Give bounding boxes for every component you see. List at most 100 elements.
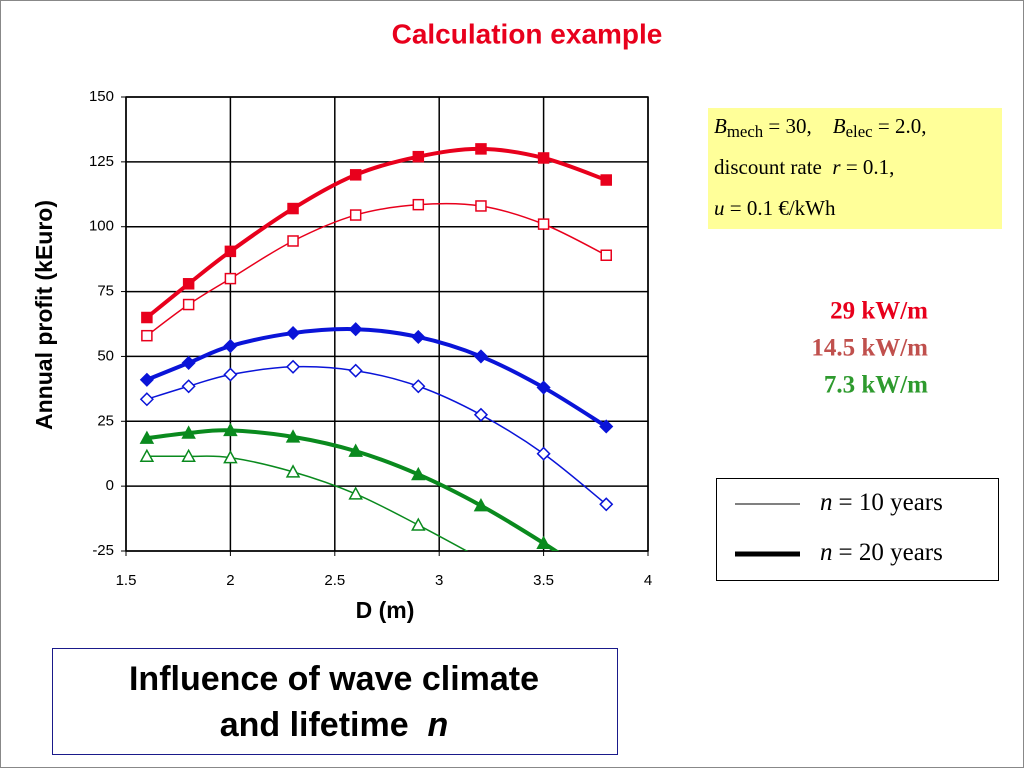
- marker: [181, 379, 196, 394]
- y-tick-label: 25: [97, 412, 114, 429]
- legend-label: n = 10 years: [820, 489, 943, 516]
- marker: [412, 198, 425, 211]
- marker: [285, 464, 301, 478]
- text-part: mech: [727, 122, 764, 141]
- marker: [411, 466, 426, 481]
- marker: [473, 498, 489, 512]
- legend-label: n = 20 years: [820, 539, 943, 566]
- y-tick-label: 100: [89, 218, 114, 235]
- y-tick-label: -25: [92, 542, 114, 559]
- plot-area: [139, 143, 614, 551]
- lifetime-legend-box: [716, 478, 999, 581]
- marker: [181, 355, 196, 370]
- marker: [536, 535, 551, 549]
- marker: [348, 363, 363, 378]
- marker: [182, 278, 195, 290]
- params-line: u = 0.1 €/kWh: [714, 196, 836, 220]
- x-tick-label: 3: [435, 572, 443, 589]
- marker: [473, 349, 489, 364]
- marker: [536, 380, 551, 395]
- params-line: Bmech = 30, Belec = 2.0,: [714, 114, 926, 141]
- series-line: [146, 365, 607, 505]
- text-part: = 2.0,: [873, 114, 927, 138]
- marker: [139, 448, 155, 463]
- marker: [411, 517, 426, 531]
- marker: [349, 209, 362, 221]
- marker: [182, 298, 195, 311]
- marker: [141, 311, 153, 324]
- marker: [600, 174, 612, 186]
- x-tick-label: 2.5: [324, 572, 345, 589]
- legend-text: = 20 years: [839, 539, 943, 566]
- marker: [411, 329, 426, 345]
- text-part: = 0.1,: [841, 155, 895, 179]
- marker: [223, 450, 238, 464]
- y-tick-label: 125: [89, 153, 114, 170]
- marker: [599, 497, 614, 512]
- legend-text: = 10 years: [839, 489, 943, 516]
- marker: [181, 448, 196, 463]
- wave-climate-label: 29 kW/m: [830, 298, 928, 325]
- text-part: r: [832, 155, 841, 179]
- params-line: discount rate r = 0.1,: [714, 155, 894, 179]
- marker: [599, 419, 614, 434]
- marker: [537, 152, 550, 164]
- caption-line: and lifetime n: [220, 706, 449, 744]
- marker: [537, 218, 550, 230]
- marker: [349, 169, 362, 181]
- marker: [475, 143, 487, 155]
- text-part: elec: [846, 122, 873, 141]
- marker: [348, 443, 363, 457]
- wave-climate-label: 14.5 kW/m: [811, 335, 928, 362]
- marker: [223, 367, 238, 382]
- text-part: B: [833, 114, 846, 138]
- y-tick-label: 50: [97, 347, 114, 364]
- marker: [600, 249, 612, 262]
- marker: [411, 379, 426, 394]
- marker: [348, 486, 363, 500]
- caption-line: Influence of wave climate: [129, 660, 539, 698]
- text-part: discount rate: [714, 155, 832, 179]
- marker: [348, 322, 363, 337]
- marker: [412, 150, 425, 163]
- text-part: Influence of wave climate: [129, 660, 539, 698]
- marker: [139, 372, 154, 387]
- marker: [473, 407, 489, 422]
- text-part: u: [714, 196, 725, 220]
- caption-box: [52, 648, 618, 755]
- x-tick-label: 4: [644, 572, 652, 589]
- marker: [287, 235, 299, 247]
- marker: [475, 200, 487, 212]
- x-axis-label: D (m): [356, 597, 415, 623]
- marker: [223, 422, 238, 437]
- legend-symbol: n: [820, 539, 833, 566]
- marker: [224, 272, 237, 285]
- marker: [224, 245, 237, 258]
- marker: [285, 429, 301, 443]
- text-part: and lifetime: [220, 706, 428, 744]
- x-tick-label: 1.5: [116, 572, 137, 589]
- y-axis-label: Annual profit (kEuro): [31, 200, 57, 430]
- marker: [141, 329, 153, 342]
- marker: [181, 425, 196, 439]
- legend-symbol: n: [820, 489, 833, 516]
- marker: [285, 359, 301, 374]
- text-part: = 30,: [763, 114, 833, 138]
- x-tick-label: 3.5: [533, 572, 554, 589]
- text-part: B: [714, 114, 727, 138]
- y-tick-label: 150: [89, 88, 114, 105]
- chart-title: Calculation example: [392, 18, 663, 49]
- marker: [139, 430, 155, 444]
- y-tick-label: 75: [97, 283, 114, 300]
- text-part: = 0.1 €/kWh: [725, 196, 836, 220]
- params-box: [708, 108, 1002, 229]
- marker: [139, 392, 154, 407]
- marker: [287, 202, 299, 215]
- marker: [285, 326, 301, 341]
- y-tick-label: 0: [106, 477, 114, 494]
- marker: [536, 446, 551, 461]
- wave-climate-label: 7.3 kW/m: [824, 372, 928, 399]
- marker: [223, 338, 238, 354]
- x-tick-label: 2: [226, 572, 234, 589]
